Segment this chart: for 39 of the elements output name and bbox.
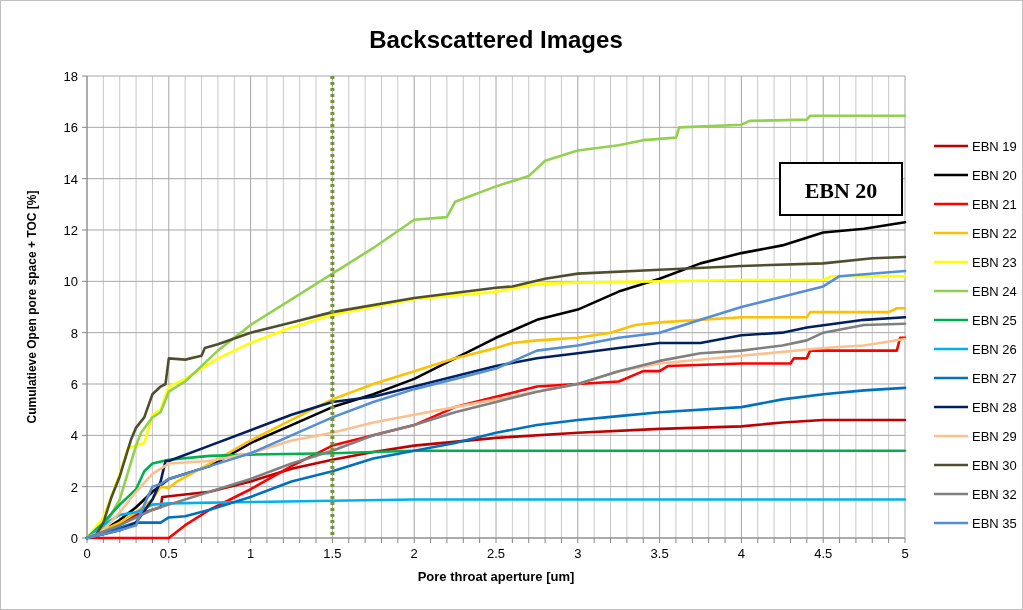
legend-label: EBN 25 (972, 313, 1017, 328)
legend-label: EBN 35 (972, 516, 1017, 531)
x-tick-label: 0 (83, 546, 91, 561)
legend-label: EBN 27 (972, 371, 1017, 386)
x-tick-label: 5 (901, 546, 909, 561)
y-tick-label: 0 (70, 531, 78, 546)
y-tick-label: 2 (70, 479, 78, 495)
x-tick-label: 0.5 (159, 546, 178, 561)
y-tick-label: 14 (63, 171, 78, 187)
x-tick-label: 3.5 (650, 546, 669, 561)
legend-label: EBN 32 (972, 487, 1017, 502)
y-axis-title: Cumulatieve Open pore space + TOC [%] (25, 190, 39, 424)
x-tick-label: 4 (737, 546, 746, 561)
x-tick-label: 2.5 (486, 546, 506, 561)
x-axis-title: Pore throat aperture [um] (417, 569, 575, 584)
legend-label: EBN 19 (972, 139, 1017, 154)
y-tick-label: 10 (63, 274, 78, 290)
legend-label: EBN 26 (972, 342, 1017, 357)
annotation: EBN 20 (804, 178, 878, 203)
x-tick-label: 1 (246, 546, 255, 561)
y-tick-label: 8 (70, 325, 78, 341)
legend-label: EBN 21 (972, 197, 1017, 212)
legend-label: EBN 23 (972, 255, 1017, 270)
x-tick-label: 1.5 (323, 546, 342, 561)
y-tick-label: 16 (63, 120, 78, 136)
y-tick-label: 12 (63, 223, 78, 238)
legend-label: EBN 29 (972, 429, 1017, 444)
x-tick-label: 4.5 (814, 546, 833, 561)
y-tick-label: 18 (63, 69, 78, 84)
legend-label: EBN 20 (972, 168, 1017, 183)
x-tick-label: 3 (574, 546, 582, 561)
y-tick-label: 6 (70, 377, 78, 392)
legend-label: EBN 30 (972, 458, 1017, 473)
legend-label: EBN 22 (972, 226, 1017, 241)
x-tick-label: 2 (410, 546, 418, 561)
chart-title: Backscattered Images (369, 26, 623, 53)
legend-label: EBN 24 (972, 284, 1017, 299)
legend-label: EBN 28 (972, 400, 1017, 415)
y-tick-label: 4 (70, 428, 78, 444)
